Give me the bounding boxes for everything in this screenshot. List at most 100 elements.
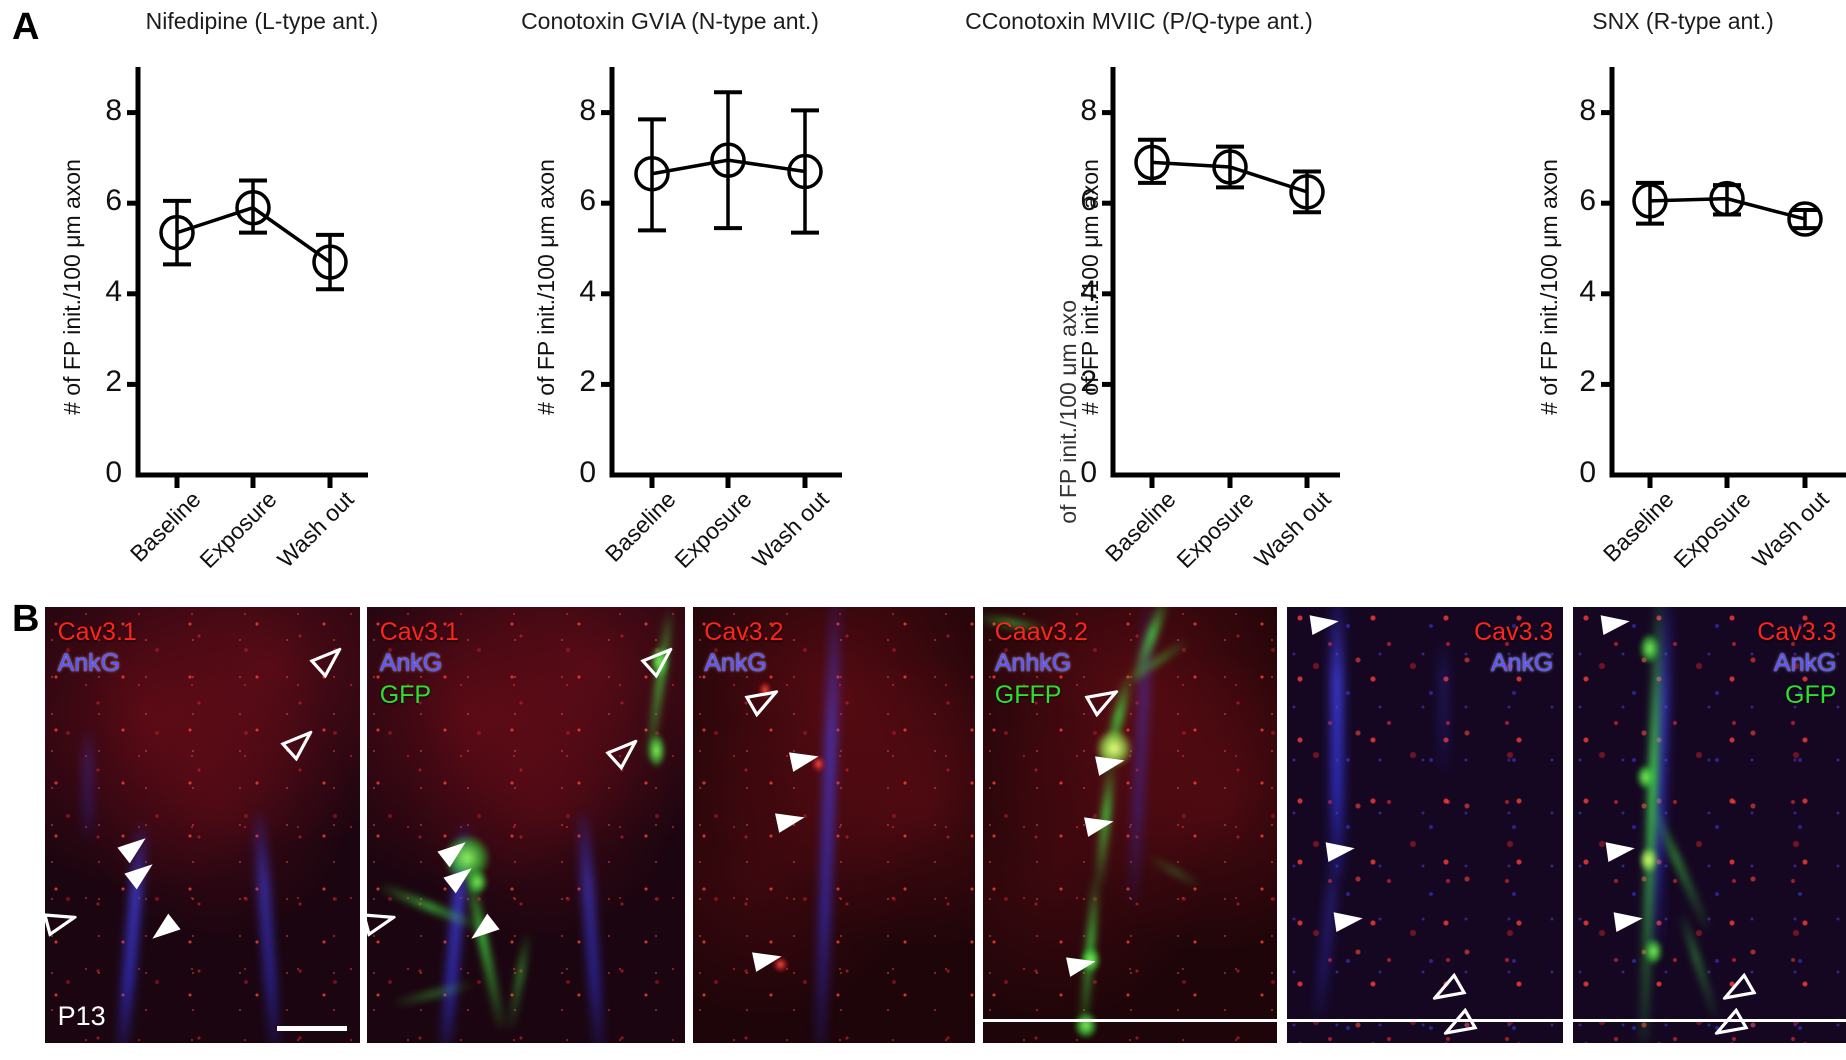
channel-label-ankg: AnkG [57, 649, 121, 678]
y-tick-label: 2 [1080, 365, 1097, 399]
channel-label-cav3-2: Cav3.2 [704, 617, 784, 646]
open-arrowhead-icon [1083, 680, 1124, 717]
fluorescence-streak [811, 755, 826, 773]
fluorescence-streak [1147, 854, 1201, 888]
filled-arrowhead-icon [788, 745, 824, 775]
age-label: P13 [57, 1001, 106, 1032]
open-arrowhead-icon [639, 640, 680, 679]
y-tick-label: 6 [579, 184, 596, 218]
clipped-ylabel-artifact: # of FP init./100 μm axon [1060, 300, 1076, 525]
data-point-marker [1787, 201, 1823, 237]
open-arrowhead-icon [604, 731, 645, 771]
fluorescence-streak [1074, 1012, 1098, 1039]
filled-arrowhead-icon [774, 806, 810, 836]
panel-b-letter: B [12, 598, 40, 640]
channel-label-cav3-3: Cav3.3 [1757, 617, 1837, 646]
open-arrowhead-icon [1709, 1007, 1749, 1043]
filled-arrowhead-icon [1308, 610, 1343, 638]
open-arrowhead-icon [1438, 1007, 1478, 1043]
fluorescence-streak [508, 934, 531, 1030]
y-tick-label: 4 [579, 274, 596, 308]
y-tick-label: 8 [105, 93, 122, 127]
chart-plot-1 [601, 67, 842, 488]
data-point-marker [1134, 144, 1170, 181]
channel-label-caav3-2: Caav3.2 [994, 617, 1088, 646]
open-arrowhead-icon [743, 680, 784, 717]
filled-arrowhead-icon [1325, 837, 1360, 865]
open-arrowhead-icon [1717, 972, 1757, 1009]
stitch-seam [1287, 1019, 1563, 1023]
fluorescence-streak [1638, 846, 1658, 873]
filled-arrowhead-icon [142, 910, 182, 949]
chart-plot-2 [1102, 67, 1340, 488]
stitch-seam [983, 1019, 1277, 1023]
y-tick-label: 4 [1579, 274, 1596, 308]
data-point-marker [1709, 180, 1745, 217]
fluorescence-streak [578, 811, 605, 1043]
micrograph-cav3-3-ankg-gfp: Cav3.3 AnkG GFP [1573, 607, 1846, 1043]
channel-label-gfp: GFP [379, 680, 432, 709]
channel-label-cav3-1: Cav3.1 [57, 617, 137, 646]
fluorescence-streak [1638, 633, 1661, 664]
micrograph-cav3-2-ankg: Cav3.2 AnkG [693, 607, 975, 1043]
micrograph-cav3-1-ankg: Cav3.1 AnkG P13 [45, 607, 360, 1043]
y-tick-label: 2 [1579, 365, 1596, 399]
stitch-seam [1573, 1019, 1846, 1023]
y-tick-label: 2 [579, 365, 596, 399]
data-point-marker [1289, 174, 1325, 210]
chart-title-conotoxin-mviic: CConotoxin MVIIC (P/Q-type ant.) [965, 8, 1313, 34]
channel-label-gffp: GFFP [994, 680, 1062, 709]
filled-arrowhead-icon [751, 945, 787, 975]
data-point-marker [634, 156, 670, 192]
y-tick-label: 0 [105, 456, 122, 489]
chart-title-snx: SNX (R-type ant.) [1592, 8, 1774, 34]
fluorescence-streak [464, 869, 507, 1029]
fluorescence-streak [650, 646, 670, 677]
fluorescence-streak [1635, 763, 1655, 791]
filled-arrowhead-icon [442, 858, 482, 897]
filled-arrowhead-icon [1082, 810, 1118, 840]
chart-plot-0 [127, 67, 368, 488]
y-tick-label: 6 [1080, 184, 1097, 218]
filled-arrowhead-icon [1333, 907, 1368, 935]
data-point-marker [1632, 183, 1668, 219]
data-point-marker [159, 214, 195, 251]
fluorescence-streak [392, 980, 475, 1007]
filled-arrowhead-icon [1065, 949, 1101, 979]
chart-title-conotoxin-gvia: Conotoxin GVIA (N-type ant.) [521, 8, 819, 34]
data-point-marker [235, 189, 271, 226]
channel-labels: Cav3.1 AnkG GFP [380, 618, 459, 711]
fluorescence-streak [771, 955, 789, 974]
filled-arrowhead-icon [1605, 837, 1640, 865]
y-tick-label: 6 [105, 184, 122, 218]
fluorescence-streak [82, 729, 93, 843]
chart-title-nifedipine: Nifedipine (L-type ant.) [145, 8, 379, 34]
filled-arrowhead-icon [123, 854, 163, 893]
channel-label-cav3-1: Cav3.1 [379, 617, 459, 646]
channel-labels: Cav3.3 AnkG [1474, 618, 1553, 679]
channel-labels: Caav3.2 AnhkG GFFP [995, 618, 1088, 711]
fluorescence-streak [253, 811, 281, 1043]
panel-a-charts [127, 67, 1846, 488]
channel-labels: Cav3.2 AnkG [704, 618, 783, 679]
filled-arrowhead-icon [1599, 610, 1634, 638]
channel-label-anhkg: AnhkG [994, 649, 1072, 678]
filled-arrowhead-icon [436, 832, 476, 871]
filled-arrowhead-icon [1094, 749, 1130, 779]
channel-label-ankg: AnkG [379, 649, 443, 678]
fluorescence-streak [646, 733, 666, 769]
micrograph-cav3-1-ankg-gfp: Cav3.1 AnkG GFP [367, 607, 685, 1043]
data-point-marker [1212, 149, 1248, 185]
filled-arrowhead-icon [116, 827, 156, 866]
y-tick-label: 0 [1579, 456, 1596, 489]
open-arrowhead-icon [367, 905, 398, 937]
y-tick-label: 8 [1080, 93, 1097, 127]
fluorescence-streak [814, 607, 841, 1043]
channel-label-ankg: AnkG [704, 649, 767, 678]
open-arrowhead-icon [308, 640, 349, 679]
y-tick-label: 8 [579, 93, 596, 127]
y-tick-label: 4 [1080, 274, 1097, 308]
fluorescence-streak [1679, 913, 1719, 1020]
scale-bar [276, 1025, 348, 1031]
